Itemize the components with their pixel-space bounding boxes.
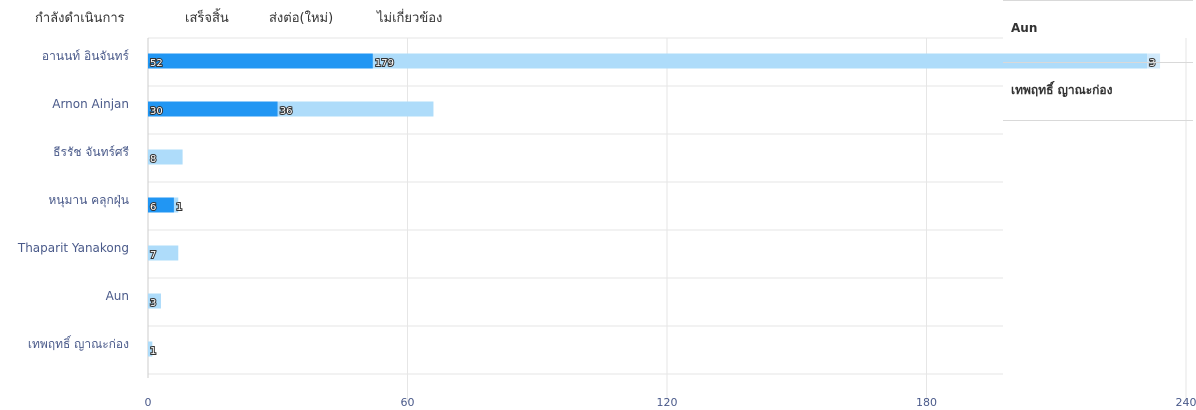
data-label: 1 (150, 346, 156, 357)
bar-segment[interactable] (148, 53, 373, 69)
bar-segment[interactable] (148, 197, 174, 213)
category-label: หนุมาน คลุกฝุ่น (48, 193, 129, 208)
legend-item[interactable]: ส่งต่อ(ใหม่) (269, 10, 333, 26)
panel-item-thepparit: เทพฤทธิ์ ญาณะก่อง (1011, 83, 1113, 97)
data-label: 7 (150, 250, 156, 261)
category-label: Arnon Ainjan (52, 97, 129, 111)
bar-segment[interactable] (372, 53, 1148, 69)
tooltip-panel: Aun เทพฤทธิ์ ญาณะก่อง (1003, 0, 1196, 410)
category-label: อานนท์ อินจันทร์ (42, 49, 130, 63)
bar-segment[interactable] (148, 149, 183, 165)
x-tick-label: 120 (657, 396, 678, 409)
category-label: ธีรรัช จันทร์ศรี (53, 145, 129, 159)
panel-divider (1003, 120, 1193, 121)
x-tick-label: 60 (401, 396, 415, 409)
legend-item[interactable]: เสร็จสิ้น (185, 8, 229, 26)
bar-segment[interactable] (148, 341, 153, 357)
data-label: 6 (150, 202, 156, 213)
bar-segment[interactable] (148, 245, 179, 261)
data-label: 30 (150, 106, 163, 117)
data-label: 3 (150, 298, 156, 309)
data-label: 179 (375, 58, 394, 69)
data-label: 36 (280, 106, 293, 117)
legend-item[interactable]: ไม่เกี่ยวข้อง (376, 9, 442, 26)
bar-segment[interactable] (1147, 53, 1161, 69)
data-label: 1 (176, 202, 182, 213)
x-tick-label: 240 (1176, 396, 1196, 409)
legend-item[interactable]: กำลังดำเนินการ (35, 11, 125, 26)
x-tick-label: 0 (145, 396, 152, 409)
category-label: Thaparit Yanakong (17, 241, 129, 255)
bar-segment[interactable] (277, 101, 434, 117)
category-label: Aun (106, 289, 129, 303)
panel-item-aun: Aun (1011, 21, 1038, 35)
panel-divider (1003, 62, 1193, 63)
x-tick-label: 180 (916, 396, 937, 409)
panel-divider (1003, 0, 1193, 1)
data-label: 3 (1149, 58, 1155, 69)
bar-segment[interactable] (148, 101, 278, 117)
data-label: 8 (150, 154, 156, 165)
category-label: เทพฤทธิ์ ญาณะก่อง (28, 335, 129, 351)
bar-segment[interactable] (148, 293, 161, 309)
data-label: 52 (150, 58, 163, 69)
bar-segment[interactable] (173, 197, 179, 213)
